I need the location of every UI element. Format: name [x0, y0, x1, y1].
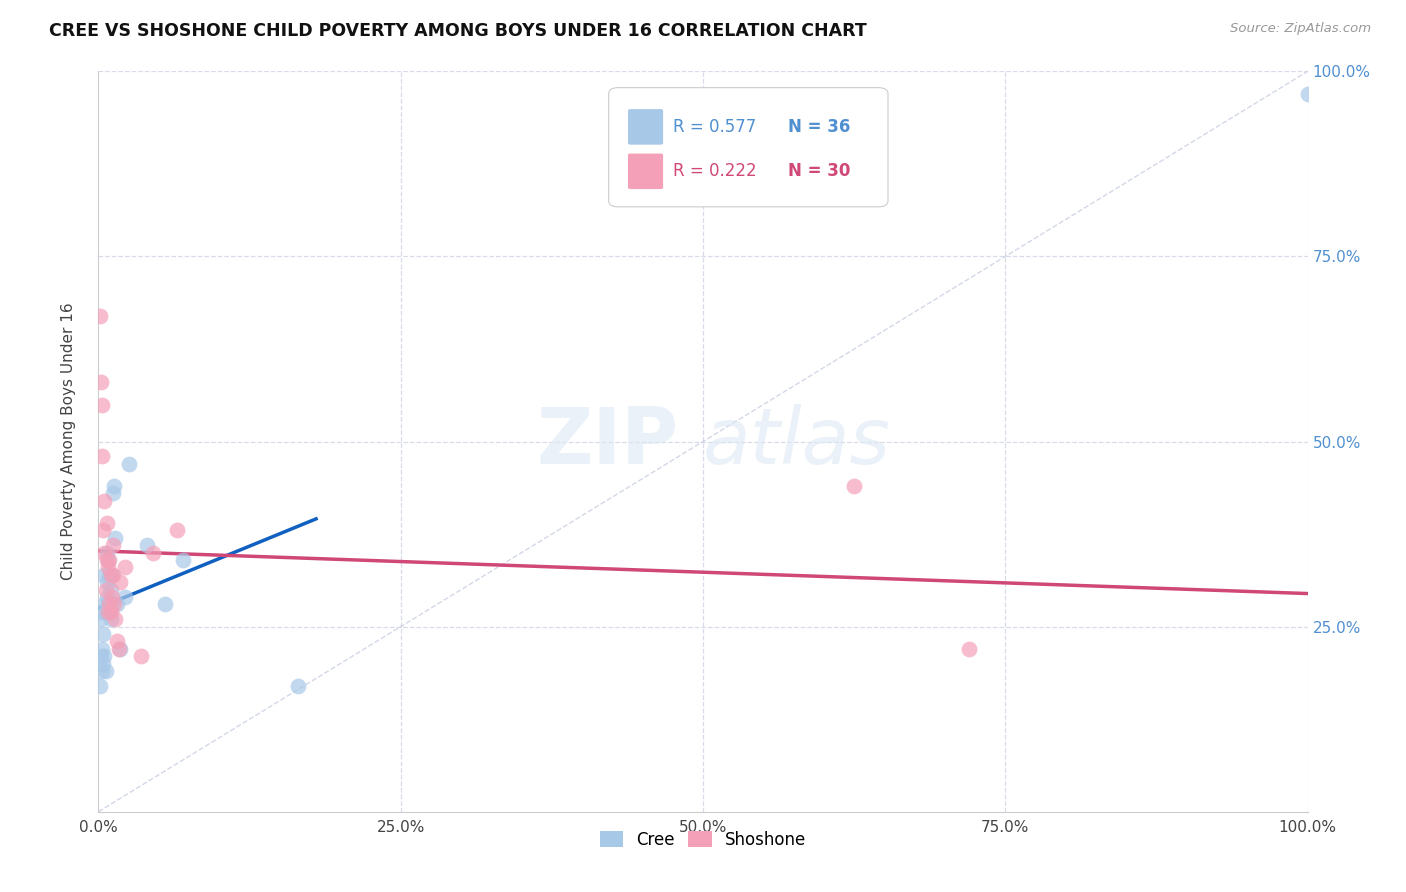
Point — [96, 590, 118, 604]
Point — [94, 605, 117, 619]
Point — [91, 657, 114, 671]
Point — [91, 605, 114, 619]
Legend: Cree, Shoshone: Cree, Shoshone — [593, 824, 813, 855]
Point — [101, 538, 124, 552]
Point — [89, 679, 111, 693]
Text: R = 0.577: R = 0.577 — [672, 118, 756, 136]
Point — [142, 546, 165, 560]
Point — [114, 590, 136, 604]
Point — [91, 524, 114, 538]
FancyBboxPatch shape — [628, 153, 664, 189]
Point — [89, 309, 111, 323]
Point — [98, 605, 121, 619]
Point — [97, 560, 120, 574]
Point — [101, 486, 124, 500]
Point — [114, 560, 136, 574]
Point — [100, 605, 122, 619]
Point — [91, 641, 114, 656]
Point — [91, 627, 114, 641]
Point — [100, 582, 122, 597]
Point — [97, 605, 120, 619]
Text: ZIP: ZIP — [537, 403, 679, 480]
Point — [103, 479, 125, 493]
Point — [104, 612, 127, 626]
Point — [108, 575, 131, 590]
Point — [118, 457, 141, 471]
Point — [98, 598, 121, 612]
Text: N = 30: N = 30 — [787, 162, 851, 180]
Point — [93, 493, 115, 508]
Point — [100, 598, 122, 612]
Point — [100, 567, 122, 582]
Point — [96, 553, 118, 567]
FancyBboxPatch shape — [628, 109, 664, 145]
Point — [135, 538, 157, 552]
Point — [153, 598, 176, 612]
Point — [96, 575, 118, 590]
Point — [101, 567, 124, 582]
Point — [100, 567, 122, 582]
Point — [90, 612, 112, 626]
Point — [98, 567, 121, 582]
Point — [103, 598, 125, 612]
Point — [105, 634, 128, 648]
Point — [93, 649, 115, 664]
Text: R = 0.222: R = 0.222 — [672, 162, 756, 180]
Point — [166, 524, 188, 538]
Point — [90, 649, 112, 664]
Point — [97, 598, 120, 612]
Point — [93, 567, 115, 582]
Point — [93, 598, 115, 612]
Point — [129, 649, 152, 664]
Point — [97, 553, 120, 567]
Point — [957, 641, 980, 656]
Point — [108, 641, 131, 656]
Point — [91, 664, 114, 678]
Text: CREE VS SHOSHONE CHILD POVERTY AMONG BOYS UNDER 16 CORRELATION CHART: CREE VS SHOSHONE CHILD POVERTY AMONG BOY… — [49, 22, 868, 40]
Point — [104, 531, 127, 545]
Point — [1296, 87, 1319, 101]
Point — [90, 376, 112, 390]
Point — [100, 590, 122, 604]
Text: atlas: atlas — [703, 403, 891, 480]
Point — [93, 546, 115, 560]
Point — [94, 582, 117, 597]
Point — [108, 641, 131, 656]
Point — [98, 553, 121, 567]
Point — [100, 612, 122, 626]
Point — [844, 479, 866, 493]
Point — [96, 546, 118, 560]
Point — [96, 516, 118, 530]
Y-axis label: Child Poverty Among Boys Under 16: Child Poverty Among Boys Under 16 — [62, 302, 76, 581]
Point — [172, 553, 194, 567]
Point — [91, 398, 114, 412]
Point — [105, 598, 128, 612]
Text: N = 36: N = 36 — [787, 118, 851, 136]
Text: Source: ZipAtlas.com: Source: ZipAtlas.com — [1230, 22, 1371, 36]
Point — [91, 450, 114, 464]
Point — [94, 664, 117, 678]
Point — [287, 679, 309, 693]
FancyBboxPatch shape — [609, 87, 889, 207]
